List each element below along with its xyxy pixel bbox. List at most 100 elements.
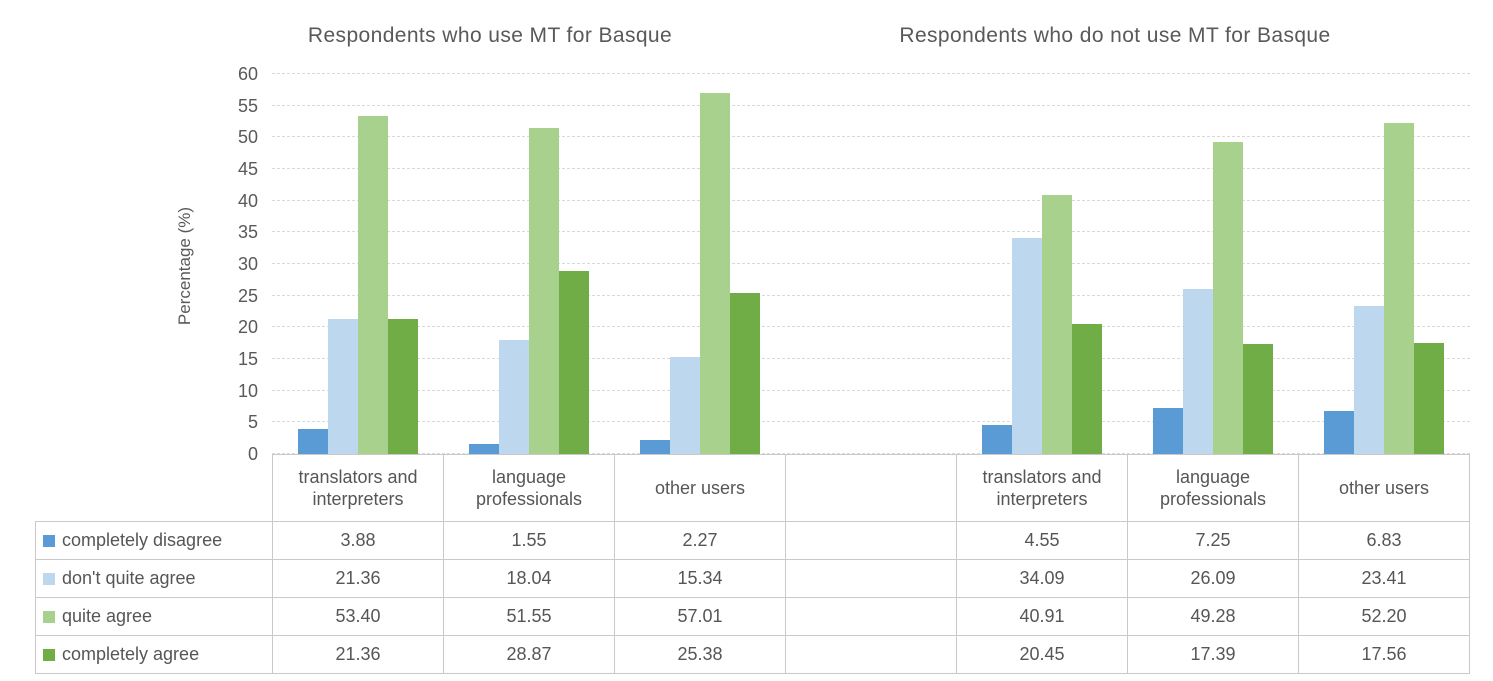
bar-completely-agree	[1414, 342, 1445, 454]
value-cell-empty	[785, 597, 957, 636]
data-table: translators and interpreters language pr…	[35, 454, 1470, 674]
value-cell: 15.34	[614, 559, 786, 598]
value-cell: 17.56	[1298, 635, 1470, 674]
bar-quite-agree	[357, 115, 388, 454]
bar-quite-agree	[1213, 141, 1244, 454]
column-header-gap	[785, 454, 957, 522]
bar-completely-disagree	[639, 439, 670, 454]
y-tick-label: 20	[237, 317, 258, 337]
value-cell: 21.36	[272, 559, 444, 598]
y-tick-label: 15	[237, 349, 258, 369]
y-tick-label: 25	[237, 286, 258, 306]
bar-completely-disagree	[982, 425, 1013, 454]
bar-don-t-quite-agree	[327, 318, 358, 454]
legend-label: completely agree	[62, 644, 200, 664]
bar-completely-agree	[387, 318, 418, 454]
value-cell: 4.55	[956, 521, 1128, 560]
gridline	[272, 453, 1470, 454]
legend-swatch-icon	[43, 572, 55, 585]
gridline	[272, 168, 1470, 169]
y-axis-tick-labels: 0 5 10 15 20 25 30 35 40 45 50 55 60	[150, 64, 258, 464]
value-cell: 1.55	[443, 521, 615, 560]
value-cell: 7.25	[1127, 521, 1299, 560]
legend-cell-completely-agree: completely agree	[35, 635, 273, 674]
table-row-quite-agree: quite agree 53.40 51.55 57.01 40.91 49.2…	[35, 597, 1470, 636]
value-cell: 23.41	[1298, 559, 1470, 598]
value-cell: 52.20	[1298, 597, 1470, 636]
value-cell: 2.27	[614, 521, 786, 560]
y-tick-label: 50	[237, 127, 258, 147]
legend-swatch-icon	[43, 610, 55, 623]
gridline	[272, 421, 1470, 422]
legend-swatch-icon	[43, 534, 55, 547]
value-cell: 49.28	[1127, 597, 1299, 636]
value-cell: 17.39	[1127, 635, 1299, 674]
bar-completely-agree	[729, 293, 760, 454]
column-header-other-left: other users	[614, 454, 786, 522]
column-header-other-right: other users	[1298, 454, 1470, 522]
gridline	[272, 326, 1470, 327]
gridline	[272, 73, 1470, 74]
table-row-completely-disagree: completely disagree 3.88 1.55 2.27 4.55 …	[35, 521, 1470, 560]
y-tick-label: 55	[237, 96, 258, 116]
gridline	[272, 136, 1470, 137]
legend-label: completely disagree	[62, 530, 223, 550]
bar-don-t-quite-agree	[669, 356, 700, 454]
gridline	[272, 295, 1470, 296]
column-header-translators-right: translators and interpreters	[956, 454, 1128, 522]
value-cell-empty	[785, 521, 957, 560]
bar-completely-disagree	[1153, 408, 1184, 454]
value-cell: 26.09	[1127, 559, 1299, 598]
bar-completely-disagree	[297, 429, 328, 454]
gridline	[272, 358, 1470, 359]
panel-title-right: Respondents who do not use MT for Basque	[899, 24, 1331, 47]
bar-don-t-quite-agree	[1183, 288, 1214, 454]
y-tick-label: 35	[237, 222, 258, 242]
table-row-completely-agree: completely agree 21.36 28.87 25.38 20.45…	[35, 635, 1470, 674]
legend-swatch-icon	[43, 648, 55, 661]
value-cell: 40.91	[956, 597, 1128, 636]
legend-cell-dont-quite-agree: don't quite agree	[35, 559, 273, 598]
bar-quite-agree	[1042, 194, 1073, 454]
bar-completely-agree	[1072, 324, 1103, 454]
value-cell: 34.09	[956, 559, 1128, 598]
value-cell: 6.83	[1298, 521, 1470, 560]
value-cell: 18.04	[443, 559, 615, 598]
value-cell: 20.45	[956, 635, 1128, 674]
plot-area	[272, 73, 1470, 454]
value-cell: 3.88	[272, 521, 444, 560]
bar-quite-agree	[699, 92, 730, 454]
gridline	[272, 390, 1470, 391]
bar-don-t-quite-agree	[1012, 238, 1043, 454]
bar-quite-agree	[528, 127, 559, 454]
value-cell: 28.87	[443, 635, 615, 674]
y-tick-label: 10	[237, 381, 258, 401]
bar-completely-disagree	[468, 444, 499, 454]
value-cell-empty	[785, 635, 957, 674]
value-cell: 21.36	[272, 635, 444, 674]
bar-quite-agree	[1384, 123, 1415, 454]
column-header-language-right: language professionals	[1127, 454, 1299, 522]
gridline	[272, 231, 1470, 232]
bar-completely-agree	[558, 271, 589, 454]
value-cell: 53.40	[272, 597, 444, 636]
gridline	[272, 263, 1470, 264]
table-header-row: translators and interpreters language pr…	[36, 454, 1470, 522]
bar-don-t-quite-agree	[1354, 305, 1385, 454]
value-cell: 57.01	[614, 597, 786, 636]
panel-title-left: Respondents who use MT for Basque	[307, 24, 673, 47]
value-cell: 25.38	[614, 635, 786, 674]
bar-don-t-quite-agree	[498, 339, 529, 454]
gridline	[272, 200, 1470, 201]
value-cell-empty	[785, 559, 957, 598]
legend-cell-completely-disagree: completely disagree	[35, 521, 273, 560]
y-tick-label: 45	[237, 159, 258, 179]
table-corner-cell	[36, 455, 273, 522]
table-row-dont-quite-agree: don't quite agree 21.36 18.04 15.34 34.0…	[35, 559, 1470, 598]
column-header-translators-left: translators and interpreters	[272, 454, 444, 522]
legend-cell-quite-agree: quite agree	[35, 597, 273, 636]
bar-completely-disagree	[1324, 410, 1355, 454]
bar-completely-agree	[1243, 343, 1274, 454]
value-cell: 51.55	[443, 597, 615, 636]
